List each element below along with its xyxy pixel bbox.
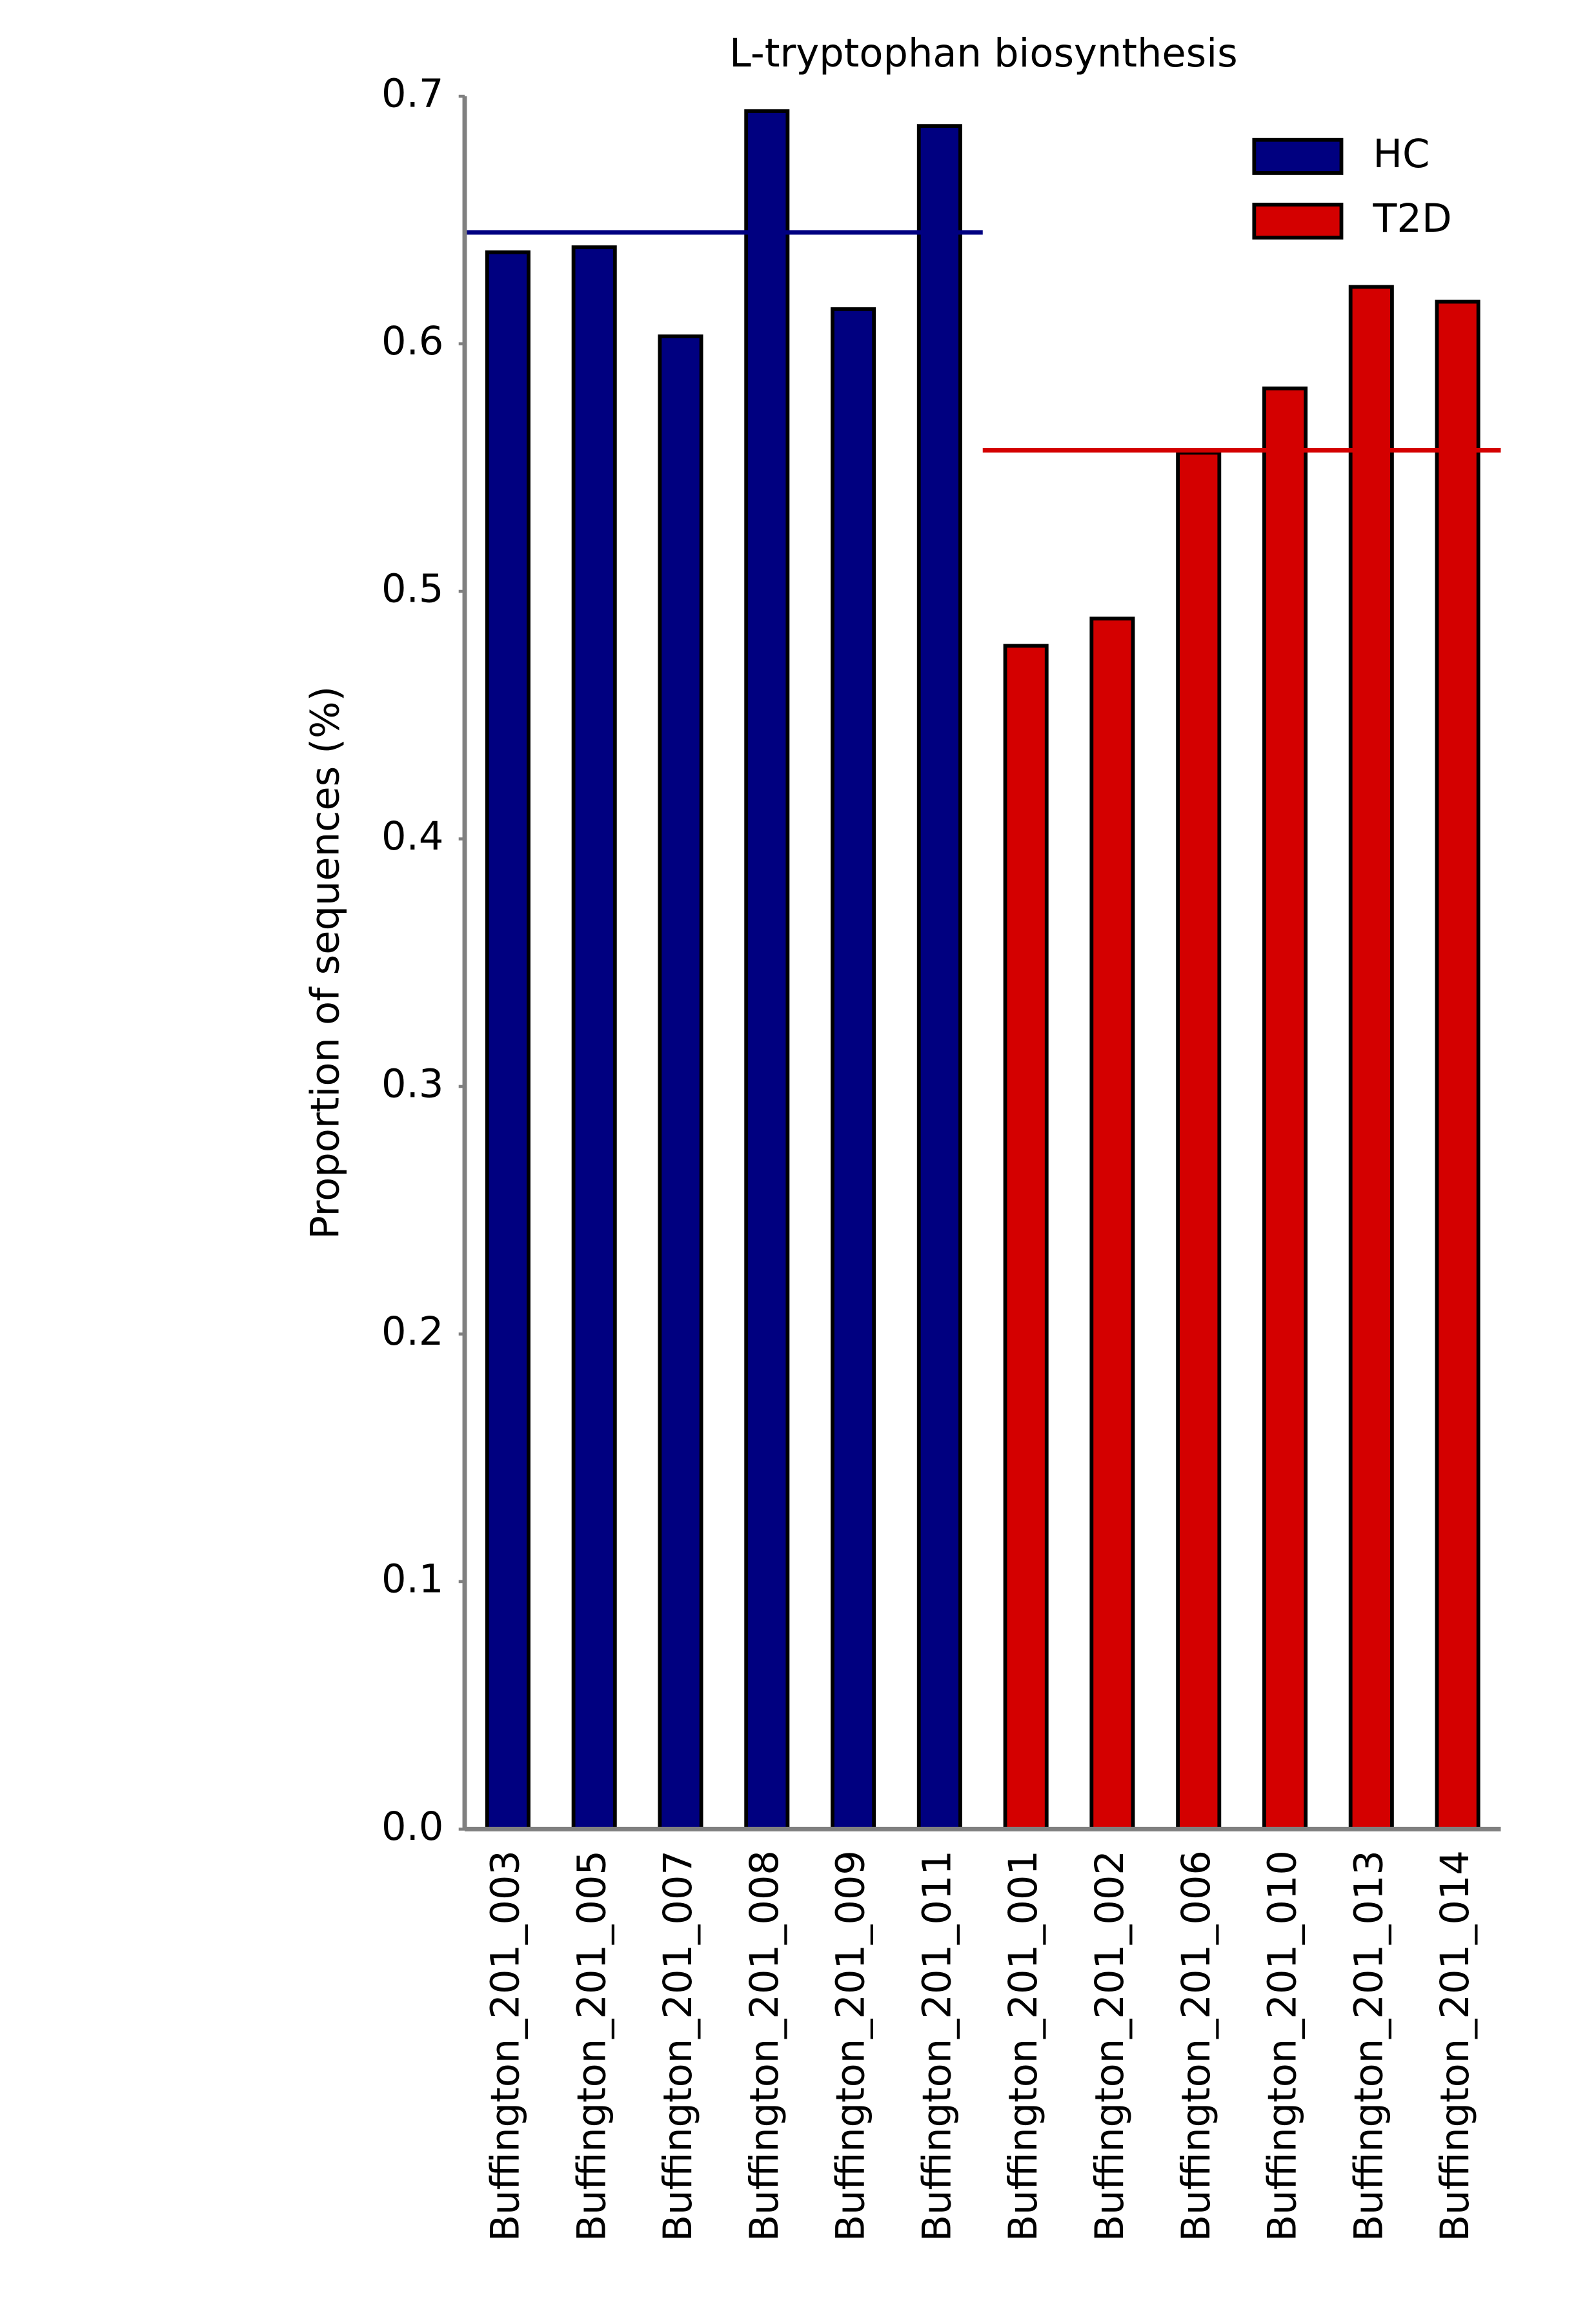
y-tick-label: 0.3	[381, 1062, 443, 1107]
x-tick-label: Buffington_201_006	[1174, 1850, 1219, 2241]
x-tick-label: Buffington_201_009	[829, 1850, 874, 2241]
x-tick-label: Buffington_201_014	[1433, 1850, 1478, 2241]
bar	[916, 124, 962, 1831]
x-tick-label: Buffington_201_003	[483, 1850, 529, 2241]
x-tick-label: Buffington_201_001	[1001, 1850, 1046, 2241]
y-axis-label: Proportion of sequences (%)	[303, 686, 349, 1239]
x-tick-label: Buffington_201_010	[1260, 1850, 1306, 2241]
bar	[831, 307, 876, 1831]
x-tick-label: Buffington_201_011	[914, 1850, 960, 2241]
legend-swatch	[1252, 138, 1344, 175]
y-tick-label: 0.5	[381, 567, 443, 612]
bar	[744, 109, 790, 1831]
bar	[571, 245, 617, 1831]
bar	[658, 334, 703, 1831]
bar	[1348, 285, 1394, 1831]
y-tick-label: 0.7	[381, 72, 443, 117]
y-tick-label: 0.2	[381, 1309, 443, 1354]
x-tick-label: Buffington_201_008	[742, 1850, 787, 2241]
chart-title: L-tryptophan biosynthesis	[729, 31, 1237, 76]
x-tick-label: Buffington_201_005	[569, 1850, 614, 2241]
y-tick-label: 0.0	[381, 1804, 443, 1850]
y-tick-label: 0.1	[381, 1557, 443, 1602]
bar	[1435, 300, 1480, 1831]
bar	[1262, 386, 1308, 1831]
x-tick-label: Buffington_201_007	[656, 1850, 701, 2241]
bar	[485, 250, 530, 1831]
legend-swatch	[1252, 202, 1344, 240]
y-tick-label: 0.4	[381, 814, 443, 859]
bar	[1176, 451, 1222, 1831]
bar	[1003, 644, 1049, 1831]
x-tick-label: Buffington_201_013	[1346, 1850, 1391, 2241]
legend-label: T2D	[1372, 196, 1451, 241]
x-tick-label: Buffington_201_002	[1087, 1850, 1133, 2241]
bar	[1089, 617, 1135, 1831]
legend-label: HC	[1373, 132, 1430, 177]
y-tick-label: 0.6	[381, 319, 443, 364]
